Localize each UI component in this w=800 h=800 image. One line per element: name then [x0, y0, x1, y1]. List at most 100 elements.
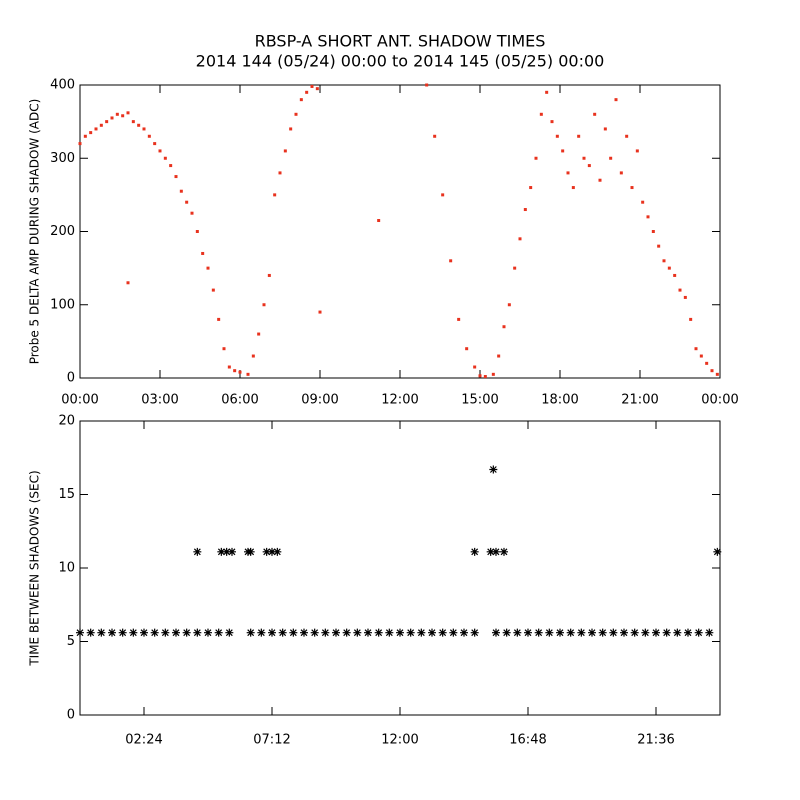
point: [603, 127, 607, 131]
point: [318, 310, 322, 314]
point: [630, 628, 639, 637]
point: [593, 112, 597, 116]
point: [150, 628, 159, 637]
point: [641, 628, 650, 637]
point: [289, 127, 293, 131]
point: [486, 547, 495, 556]
point: [185, 200, 189, 204]
point: [294, 112, 298, 116]
point: [523, 208, 527, 212]
point: [678, 288, 682, 292]
point: [108, 628, 116, 637]
point: [609, 156, 613, 160]
point: [206, 266, 210, 270]
y-tick-label: 0: [67, 708, 75, 723]
point: [374, 628, 383, 637]
point: [227, 365, 231, 369]
point: [105, 120, 109, 124]
y-tick-label: 100: [50, 297, 75, 312]
plot-frame: [79, 420, 721, 716]
point: [406, 628, 415, 637]
point: [556, 628, 564, 637]
point: [641, 200, 645, 204]
point: [310, 84, 314, 88]
point: [140, 628, 148, 637]
y-tick-label: 0: [67, 371, 75, 386]
plot-frame: [79, 84, 721, 379]
point: [204, 628, 212, 637]
point: [238, 370, 242, 374]
point: [417, 628, 426, 637]
point: [425, 83, 429, 87]
point: [534, 156, 538, 160]
point: [86, 628, 95, 637]
point: [689, 317, 693, 321]
point: [137, 123, 141, 127]
point: [507, 303, 511, 307]
x-tick-label: 00:00: [701, 393, 738, 408]
point: [705, 628, 714, 637]
x-tick-label: 07:12: [253, 733, 290, 748]
point: [299, 98, 303, 102]
point: [545, 628, 554, 637]
point: [566, 171, 570, 175]
point: [630, 186, 634, 190]
x-tick-label: 18:00: [541, 393, 578, 408]
point: [262, 303, 266, 307]
point: [126, 281, 130, 285]
point: [614, 98, 618, 102]
point: [214, 628, 223, 637]
y-tick-label: 300: [50, 151, 75, 166]
x-tick-label: 06:00: [221, 393, 258, 408]
point: [694, 628, 703, 637]
point: [683, 295, 687, 299]
point: [153, 142, 157, 146]
point: [246, 372, 250, 376]
point: [625, 134, 629, 138]
point: [353, 628, 362, 637]
point: [497, 354, 501, 358]
point: [705, 361, 709, 365]
point: [609, 628, 618, 637]
point: [190, 211, 194, 215]
x-tick-label: 15:00: [461, 393, 498, 408]
chart-subtitle: 2014 144 (05/24) 00:00 to 2014 145 (05/2…: [196, 52, 605, 71]
x-tick-label: 02:24: [125, 733, 162, 748]
point: [571, 186, 575, 190]
point: [262, 547, 271, 556]
point: [667, 266, 671, 270]
point: [278, 171, 282, 175]
point: [222, 547, 231, 556]
point: [710, 369, 714, 373]
point: [195, 230, 199, 233]
point: [715, 372, 719, 376]
point: [118, 628, 127, 637]
point: [342, 628, 351, 637]
point: [179, 189, 183, 193]
point: [268, 628, 276, 637]
point: [289, 628, 298, 637]
point: [99, 123, 103, 127]
point: [142, 127, 146, 131]
point: [489, 465, 498, 474]
y-tick-label: 20: [58, 414, 75, 429]
point: [513, 628, 522, 637]
point: [651, 230, 655, 233]
point: [713, 547, 722, 556]
point: [76, 628, 84, 637]
point: [577, 134, 581, 138]
point: [598, 178, 602, 182]
point: [193, 547, 202, 556]
point: [588, 628, 596, 637]
point: [529, 186, 533, 190]
point: [483, 375, 487, 379]
point: [89, 131, 93, 135]
point: [222, 347, 226, 351]
point: [273, 193, 277, 197]
point: [492, 628, 500, 637]
point: [428, 628, 436, 637]
point: [246, 628, 255, 637]
point: [539, 112, 543, 116]
point: [83, 134, 87, 138]
point: [652, 628, 660, 637]
